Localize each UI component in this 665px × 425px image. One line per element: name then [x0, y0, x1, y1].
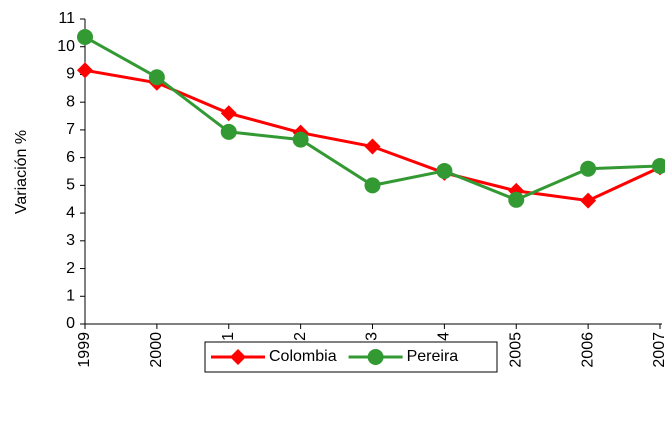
point: [436, 162, 453, 179]
legend-label: Pereira: [407, 348, 459, 365]
point: [508, 191, 525, 208]
point: [220, 105, 237, 122]
x-tick-label: 1999: [76, 332, 93, 368]
point: [580, 160, 597, 177]
y-axis-label: Variación %: [13, 130, 30, 214]
y-tick-label: 3: [66, 232, 75, 249]
x-tick-label: 2005: [507, 332, 524, 368]
y-tick-label: 6: [66, 149, 75, 166]
point: [220, 123, 237, 140]
point: [580, 192, 597, 209]
series-line: [84, 35, 661, 202]
legend-marker: [367, 349, 384, 365]
y-tick-label: 9: [66, 66, 75, 83]
legend-label: Colombia: [269, 348, 337, 365]
point: [364, 138, 381, 155]
point: [77, 29, 93, 46]
y-tick-label: 1: [66, 287, 75, 304]
x-tick-label: 2006: [579, 332, 596, 368]
point: [77, 62, 93, 79]
point: [292, 131, 309, 148]
y-tick-label: 10: [57, 38, 75, 55]
y-tick-label: 8: [66, 93, 75, 110]
legend-marker: [230, 349, 246, 365]
y-tick-label: 5: [66, 177, 75, 194]
point: [652, 157, 665, 174]
x-tick-label: 2000: [148, 332, 165, 368]
point: [364, 177, 381, 194]
y-tick-label: 0: [66, 315, 75, 332]
y-tick-label: 2: [66, 260, 75, 277]
y-tick-label: 4: [66, 204, 75, 221]
y-tick-label: 11: [58, 10, 75, 27]
x-tick-label: 2007: [651, 332, 665, 368]
point: [148, 69, 165, 86]
y-tick-label: 7: [66, 121, 75, 138]
